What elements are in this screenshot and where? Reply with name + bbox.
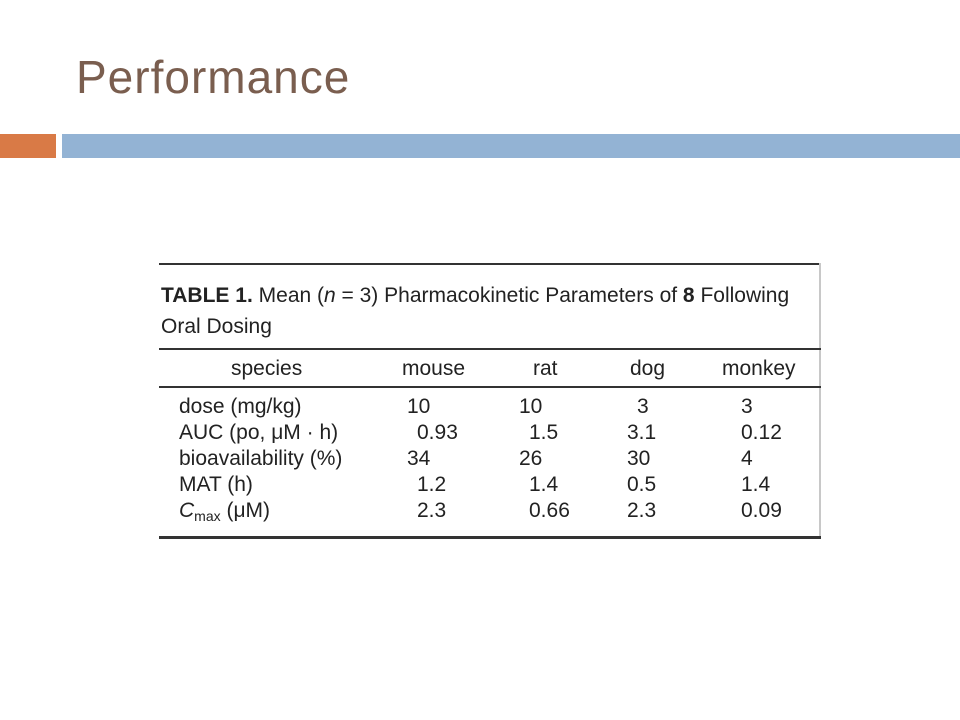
header-mouse: mouse: [402, 357, 466, 380]
row-label: dose (mg/kg): [179, 395, 302, 418]
row-label-subscript: max: [194, 508, 221, 524]
caption-part-3: Following Oral Dosing: [161, 284, 790, 338]
cell-dog: 30: [627, 447, 651, 470]
caption-part-1: Mean (: [258, 284, 324, 307]
accent-bar-orange: [0, 134, 56, 158]
cell-rat: 0.66: [529, 499, 570, 522]
cell-dog: 3: [637, 395, 649, 418]
header-rat: rat: [533, 357, 558, 380]
table-label: TABLE 1.: [161, 284, 253, 307]
table-row: bioavailability (%) 34 26 30 4: [159, 447, 821, 473]
table-header-top-rule: [159, 348, 821, 350]
table-header-bottom-rule: [159, 386, 821, 388]
row-label: AUC (po, μM · h): [179, 421, 339, 444]
header-dog: dog: [630, 357, 666, 380]
table-top-rule: [159, 263, 821, 265]
cell-mouse: 2.3: [417, 499, 447, 522]
caption-part-2: = 3) Pharmacokinetic Parameters of: [335, 284, 683, 307]
cell-monkey: 0.09: [741, 499, 782, 522]
table-row: AUC (po, μM · h) 0.93 1.5 3.1 0.12: [159, 421, 821, 447]
cell-rat: 26: [519, 447, 543, 470]
cell-mouse: 1.2: [417, 473, 447, 496]
pk-table: TABLE 1. Mean (n = 3) Pharmacokinetic Pa…: [159, 263, 821, 540]
row-label: MAT (h): [179, 473, 253, 496]
table-row: Cmax (μM) 2.3 0.66 2.3 0.09: [159, 499, 821, 525]
table-right-edge: [819, 263, 821, 539]
cell-mouse: 10: [407, 395, 431, 418]
table-bottom-rule: [159, 536, 821, 539]
header-species: species: [231, 357, 303, 380]
cell-monkey: 1.4: [741, 473, 771, 496]
row-label: Cmax (μM): [179, 499, 270, 524]
caption-compound: 8: [682, 284, 695, 307]
table-row: dose (mg/kg) 10 10 3 3: [159, 395, 821, 421]
row-label: bioavailability (%): [179, 447, 343, 470]
header-monkey: monkey: [722, 357, 796, 380]
cell-monkey: 0.12: [741, 421, 782, 444]
cell-monkey: 3: [741, 395, 753, 418]
table-caption: TABLE 1. Mean (n = 3) Pharmacokinetic Pa…: [161, 280, 821, 342]
cell-dog: 2.3: [627, 499, 657, 522]
row-label-unit: (μM): [220, 499, 271, 522]
accent-bar-blue: [62, 134, 960, 158]
cell-rat: 1.4: [529, 473, 559, 496]
cell-rat: 1.5: [529, 421, 559, 444]
caption-n: n: [324, 284, 336, 307]
cell-mouse: 0.93: [417, 421, 458, 444]
slide-title: Performance: [76, 51, 351, 103]
row-label-symbol: C: [179, 499, 195, 522]
cell-monkey: 4: [741, 447, 753, 470]
cell-mouse: 34: [407, 447, 431, 470]
table-row: MAT (h) 1.2 1.4 0.5 1.4: [159, 473, 821, 499]
cell-dog: 0.5: [627, 473, 657, 496]
cell-dog: 3.1: [627, 421, 657, 444]
cell-rat: 10: [519, 395, 543, 418]
